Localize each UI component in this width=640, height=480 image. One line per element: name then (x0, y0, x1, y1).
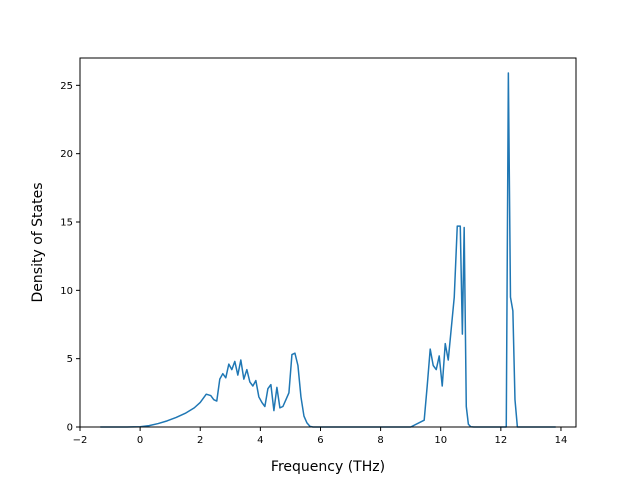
axes-frame (79, 57, 577, 428)
x-tick-label: 0 (137, 435, 143, 446)
y-tick-label: 25 (60, 81, 73, 92)
y-tick-label: 5 (67, 354, 73, 365)
x-tick-label: 4 (257, 435, 263, 446)
x-tick-label: −2 (73, 435, 88, 446)
y-axis-ticks: 0 5 10 15 20 25 (60, 81, 80, 434)
y-tick-label: 0 (67, 423, 73, 434)
x-tick-label: 6 (317, 435, 323, 446)
dos-series-line (100, 72, 556, 428)
y-tick-label: 15 (60, 218, 73, 229)
x-tick-label: 2 (197, 435, 203, 446)
x-tick-label: 8 (377, 435, 383, 446)
x-axis-ticks: −2 0 2 4 6 8 10 12 14 (73, 427, 568, 446)
plot-area (100, 72, 556, 428)
x-tick-label: 10 (434, 435, 447, 446)
x-tick-label: 12 (494, 435, 507, 446)
y-axis-label: Density of States (30, 183, 46, 303)
y-tick-label: 20 (60, 149, 73, 160)
y-tick-label: 10 (60, 286, 73, 297)
x-tick-label: 14 (555, 435, 568, 446)
x-axis-label: Frequency (THz) (271, 459, 385, 475)
